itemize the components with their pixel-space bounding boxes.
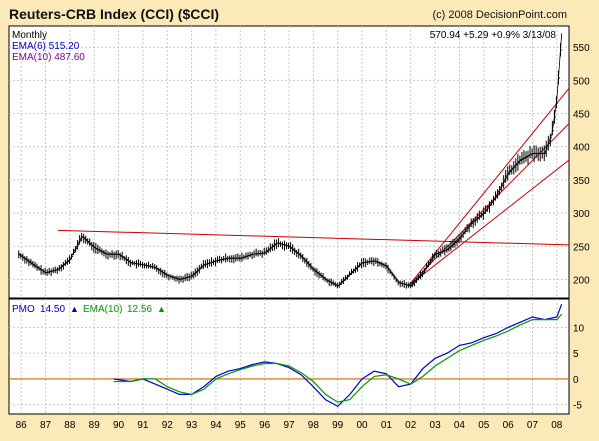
pmo-up-arrow-icon: ▲: [70, 304, 79, 314]
y-tick-label: 550: [573, 43, 590, 54]
x-tick-label: 86: [16, 420, 28, 431]
y-tick-label: 300: [573, 209, 590, 220]
x-tick-label: 01: [381, 420, 393, 431]
pmo-ema-line: [113, 313, 563, 403]
x-tick-label: 96: [259, 420, 271, 431]
x-tick-label: 99: [332, 420, 344, 431]
x-tick-label: 88: [64, 420, 76, 431]
x-tick-label: 89: [89, 420, 101, 431]
pmo-ema-up-arrow-icon: ▲: [157, 304, 166, 314]
y-tick-label: 350: [573, 176, 590, 187]
pmo-legend-label: PMO: [12, 304, 35, 315]
x-tick-label: 90: [113, 420, 125, 431]
last-quote: 570.94 +5.29 +0.9% 3/13/08: [430, 30, 557, 41]
y-tick-label: 450: [573, 110, 590, 121]
pmo-tick-label: -5: [573, 401, 582, 412]
y-tick-label: 500: [573, 76, 590, 87]
x-tick-label: 87: [40, 420, 52, 431]
x-tick-label: 94: [210, 420, 222, 431]
x-tick-label: 00: [356, 420, 368, 431]
x-tick-label: 97: [283, 420, 295, 431]
pmo-legend-value: 14.50: [40, 304, 65, 315]
x-tick-label: 08: [551, 420, 563, 431]
x-tick-label: 92: [162, 420, 174, 431]
trendline: [407, 159, 570, 287]
x-tick-label: 05: [478, 420, 490, 431]
y-tick-label: 200: [573, 275, 590, 286]
ema10-legend: EMA(10) 487.60: [12, 52, 85, 63]
ema6-legend: EMA(6) 515.20: [12, 41, 80, 52]
x-tick-label: 07: [527, 420, 539, 431]
x-tick-label: 03: [430, 420, 442, 431]
pmo-ema-legend-label: EMA(10): [83, 304, 122, 315]
x-tick-label: 98: [308, 420, 320, 431]
period-label: Monthly: [12, 30, 47, 41]
pmo-tick-label: 0: [573, 375, 579, 386]
x-tick-label: 93: [186, 420, 198, 431]
price-line: [18, 33, 563, 287]
pmo-ema-legend-value: 12.56: [127, 304, 152, 315]
x-tick-label: 91: [137, 420, 149, 431]
pmo-tick-label: 10: [573, 323, 585, 334]
x-tick-label: 06: [503, 420, 515, 431]
x-tick-label: 95: [235, 420, 247, 431]
x-tick-label: 02: [405, 420, 417, 431]
x-tick-label: 04: [454, 420, 466, 431]
trendline: [57, 229, 570, 246]
pmo-tick-label: 5: [573, 349, 579, 360]
y-tick-label: 250: [573, 242, 590, 253]
copyright-text: (c) 2008 DecisionPoint.com: [432, 9, 567, 21]
y-tick-label: 400: [573, 143, 590, 154]
chart-title: Reuters-CRB Index (CCI) ($CCI): [9, 6, 220, 22]
